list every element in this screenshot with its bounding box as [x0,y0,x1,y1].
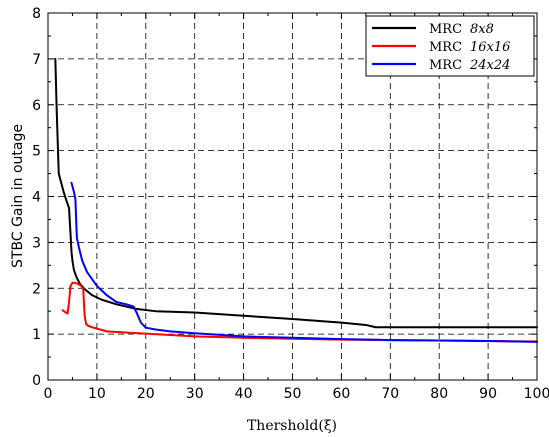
y-tick-label: 2 [32,281,41,297]
y-axis-label: STBC Gain in outage [10,124,26,268]
x-tick-label: 10 [88,386,106,402]
legend-size-24x24: 24x24 [469,58,510,73]
x-tick-label: 0 [44,386,53,402]
legend-label-8x8: MRC [429,22,462,37]
x-tick-label: 20 [137,386,155,402]
x-tick-label: 60 [332,386,350,402]
x-tick-label: 90 [479,386,497,402]
y-tick-labels: 0 1 2 3 4 5 6 7 8 [32,6,41,389]
x-tick-label: 40 [235,386,253,402]
y-tick-label: 6 [32,98,41,114]
legend-size-8x8: 8x8 [470,22,494,37]
x-tick-labels: 0 10 20 30 40 50 60 70 80 90 100 [44,386,549,402]
legend-label-24x24: MRC [429,58,462,73]
y-tick-label: 8 [32,6,41,22]
x-tick-label: 80 [430,386,448,402]
series-line-24x24 [70,181,538,343]
y-tick-label: 1 [32,327,41,343]
series-line-8x8 [54,57,538,329]
legend-size-16x16: 16x16 [470,40,510,55]
y-tick-label: 3 [32,235,41,251]
x-tick-label: 50 [284,386,302,402]
legend: MRC 8x8 MRC 16x16 MRC 24x24 [365,15,535,77]
y-tick-label: 4 [32,190,41,206]
x-axis-label: Thershold(ξ) [247,418,337,434]
y-tick-label: 5 [32,144,41,160]
series-group [54,57,538,343]
y-tick-label: 7 [32,52,41,68]
y-tick-label: 0 [32,373,41,389]
legend-label-16x16: MRC [429,40,462,55]
x-tick-label: 70 [381,386,399,402]
x-tick-label: 100 [524,386,549,402]
x-tick-label: 30 [186,386,204,402]
